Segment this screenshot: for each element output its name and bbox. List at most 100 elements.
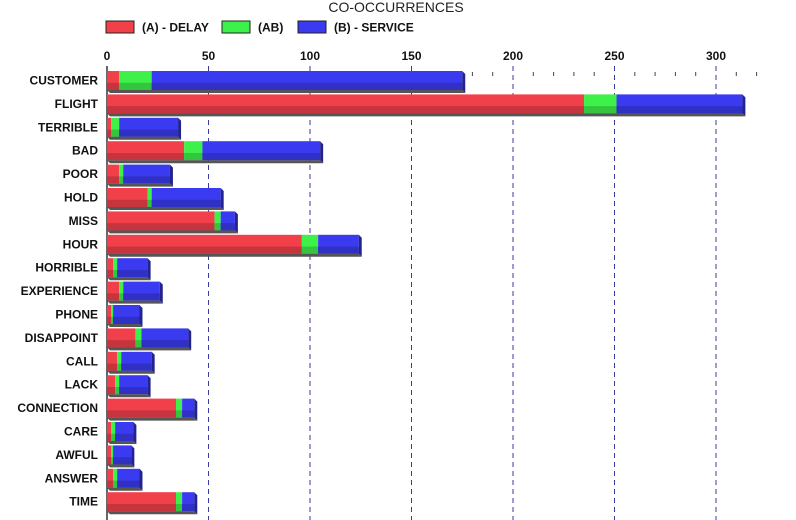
bar-10-0: [107, 305, 112, 324]
bar-shade-10-2: [113, 316, 140, 324]
bar-group-11: [107, 328, 192, 351]
bar-15-0: [107, 422, 112, 441]
bar-10-1: [111, 305, 114, 324]
bar-bottom-0: [107, 90, 466, 93]
bar-group-15: [107, 422, 137, 444]
category-labels: CUSTOMER FLIGHT TERRIBLE BAD POOR HOLD MISS HOU…: [17, 74, 98, 509]
bar-shade-17-0: [107, 480, 114, 488]
bar-6-1: [214, 211, 221, 231]
bar-shade-14-1: [176, 410, 183, 418]
bar-shade-13-0: [107, 386, 116, 395]
category-label-12: CALL: [66, 354, 98, 368]
bars: [107, 71, 746, 515]
bar-shade-16-1: [111, 457, 114, 465]
bar-shade-4-2: [123, 176, 170, 184]
category-label-15: CARE: [64, 425, 98, 439]
bar-shade-11-1: [135, 340, 142, 348]
bar-side-10: [139, 305, 143, 327]
bar-shade-3-1: [184, 152, 203, 161]
bar-9-1: [119, 281, 124, 301]
bar-12-0: [107, 351, 118, 371]
legend: (A) - DELAY (AB) (B) - SERVICE: [105, 20, 414, 35]
category-label-14: CONNECTION: [17, 401, 98, 415]
bar-group-12: [107, 351, 155, 374]
x-axis-ticks: 0 50 100 150 200 250 300: [104, 49, 727, 63]
bar-bottom-7: [107, 253, 362, 257]
bar-bottom-11: [107, 347, 192, 351]
bar-side-2: [178, 117, 182, 140]
bar-4-1: [119, 164, 124, 184]
bar-11-1: [135, 328, 142, 348]
bar-shade-11-2: [141, 340, 189, 348]
category-label-9: EXPERIENCE: [21, 284, 98, 298]
bar-bottom-17: [107, 487, 143, 491]
category-label-0: CUSTOMER: [30, 74, 99, 88]
bar-bottom-14: [107, 417, 198, 421]
tick-label-1: 50: [202, 49, 216, 63]
bar-shade-17-2: [117, 480, 140, 488]
bar-side-17: [139, 468, 143, 491]
bar-17-0: [107, 468, 114, 488]
bar-shade-14-2: [182, 410, 195, 418]
grid: [106, 66, 758, 520]
legend-swatch-0: [105, 20, 135, 34]
bar-shade-7-2: [318, 246, 359, 254]
bar-bottom-6: [107, 230, 238, 234]
bar-shade-18-0: [107, 503, 177, 512]
bar-shade-4-0: [107, 176, 120, 184]
bar-side-14: [194, 398, 198, 421]
bar-shade-8-0: [107, 269, 114, 278]
bar-shade-10-0: [107, 316, 112, 324]
bar-group-2: [107, 117, 182, 140]
bar-17-1: [113, 468, 118, 488]
bar-shade-16-0: [107, 457, 112, 465]
bar-group-1: [107, 94, 746, 117]
bar-shade-7-0: [107, 246, 302, 254]
bar-shade-17-1: [113, 480, 118, 488]
bar-bottom-13: [107, 394, 151, 398]
bar-shade-5-0: [107, 199, 148, 207]
bar-shade-8-1: [113, 269, 118, 278]
bar-bottom-10: [107, 324, 143, 327]
bar-side-8: [147, 258, 151, 281]
bar-side-15: [133, 422, 137, 444]
bar-shade-16-2: [113, 457, 132, 465]
bar-shade-8-2: [117, 269, 148, 278]
tick-label-6: 300: [706, 49, 726, 63]
bar-group-4: [107, 164, 173, 187]
bar-bottom-3: [107, 160, 324, 164]
bar-bottom-12: [107, 370, 155, 374]
bar-shade-2-0: [107, 129, 112, 137]
bar-shade-13-2: [119, 386, 148, 395]
bar-shade-5-1: [147, 199, 152, 207]
bar-2-0: [107, 117, 112, 137]
bar-bottom-16: [107, 464, 135, 468]
bar-shade-15-2: [115, 433, 134, 441]
bar-bottom-5: [107, 207, 224, 210]
bar-15-1: [111, 422, 116, 441]
bar-bottom-1: [107, 113, 746, 117]
bar-side-6: [234, 211, 238, 234]
bar-bottom-18: [107, 511, 198, 515]
bar-16-1: [111, 445, 114, 465]
bar-8-0: [107, 258, 114, 278]
bar-side-9: [159, 281, 163, 304]
category-label-1: FLIGHT: [55, 97, 99, 111]
bar-side-4: [169, 164, 173, 187]
bar-shade-18-2: [182, 503, 195, 512]
tick-label-5: 250: [604, 49, 624, 63]
bar-side-18: [194, 492, 198, 515]
bar-2-1: [111, 117, 120, 137]
bar-bottom-8: [107, 277, 151, 281]
legend-label-1: (AB): [258, 21, 283, 35]
bar-bottom-9: [107, 300, 163, 304]
bar-shade-7-1: [301, 246, 319, 254]
bar-side-12: [151, 351, 155, 374]
category-label-7: HOUR: [63, 237, 99, 251]
bar-13-1: [115, 375, 120, 395]
legend-swatch-1: [221, 20, 251, 34]
bar-bottom-15: [107, 441, 137, 444]
bar-side-0: [462, 71, 466, 93]
category-label-18: TIME: [69, 495, 98, 509]
